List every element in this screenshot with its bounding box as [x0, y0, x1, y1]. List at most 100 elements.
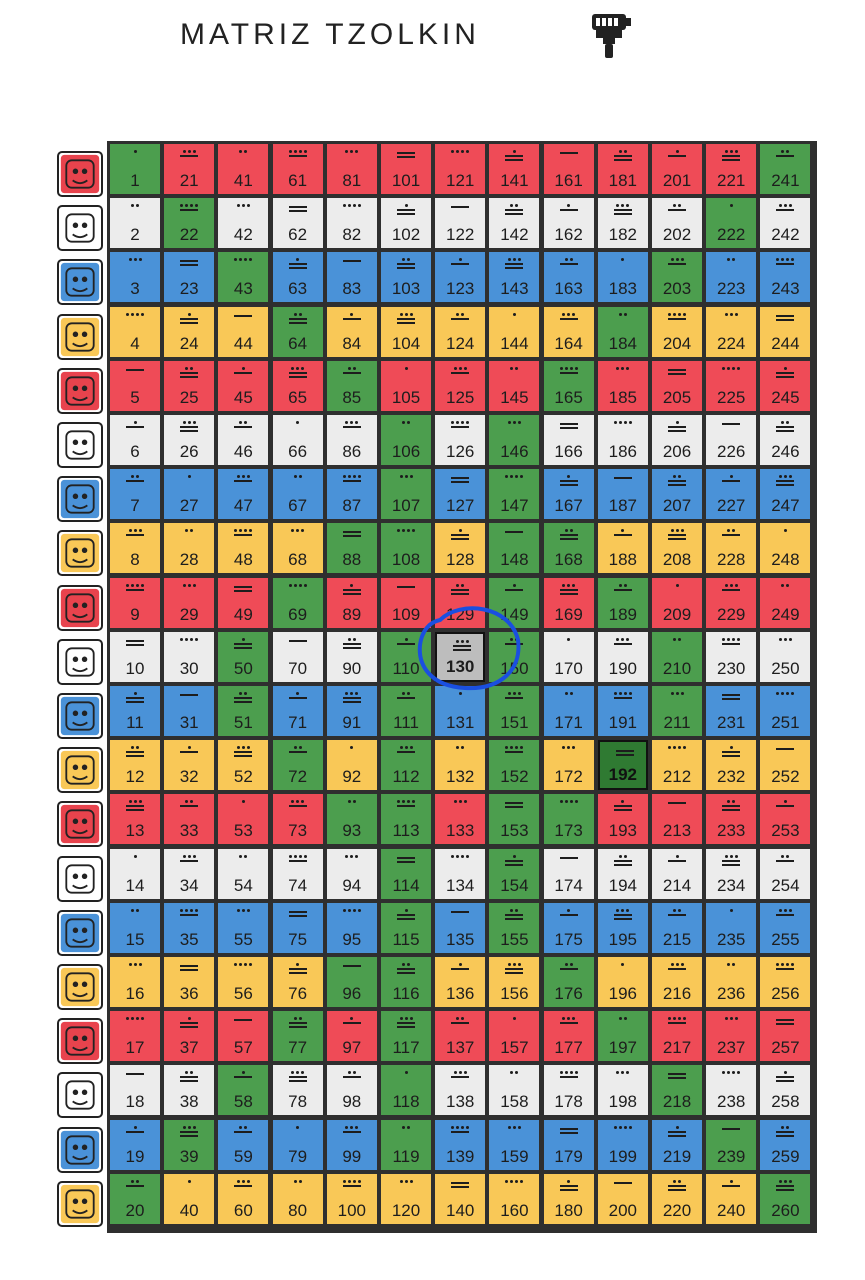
kin-cell[interactable]: 201: [652, 144, 702, 194]
kin-cell[interactable]: 100: [326, 1173, 377, 1224]
kin-cell[interactable]: 139: [435, 1119, 486, 1170]
kin-cell[interactable]: 211: [652, 686, 702, 736]
kin-cell[interactable]: 260: [760, 1173, 811, 1224]
kin-cell[interactable]: 107: [381, 469, 431, 520]
kin-cell[interactable]: 247: [760, 469, 811, 520]
kin-cell[interactable]: 40: [164, 1173, 215, 1224]
kin-cell[interactable]: 182: [597, 198, 648, 249]
kin-cell[interactable]: 171: [543, 686, 594, 736]
kin-cell[interactable]: 8: [110, 523, 160, 574]
kin-cell[interactable]: 184: [597, 306, 648, 357]
kin-cell[interactable]: 65: [272, 360, 323, 411]
kin-cell[interactable]: 251: [760, 686, 811, 736]
kin-cell[interactable]: 98: [326, 1065, 377, 1116]
kin-cell[interactable]: 7: [110, 469, 160, 520]
kin-cell[interactable]: 1: [110, 144, 160, 194]
kin-cell[interactable]: 39: [164, 1119, 215, 1170]
kin-cell[interactable]: 130: [435, 631, 486, 682]
kin-cell[interactable]: 102: [381, 198, 431, 249]
kin-cell[interactable]: 141: [489, 144, 540, 194]
kin-cell[interactable]: 2: [110, 198, 160, 249]
kin-cell[interactable]: 148: [489, 523, 540, 574]
kin-cell[interactable]: 188: [597, 523, 648, 574]
kin-cell[interactable]: 142: [489, 198, 540, 249]
kin-cell[interactable]: 21: [164, 144, 215, 194]
kin-cell[interactable]: 31: [164, 686, 215, 736]
kin-cell[interactable]: 47: [218, 469, 269, 520]
kin-cell[interactable]: 138: [435, 1065, 486, 1116]
kin-cell[interactable]: 153: [489, 794, 540, 845]
kin-cell[interactable]: 86: [326, 415, 377, 465]
kin-cell[interactable]: 4: [110, 306, 160, 357]
kin-cell[interactable]: 259: [760, 1119, 811, 1170]
kin-cell[interactable]: 256: [760, 957, 811, 1007]
kin-cell[interactable]: 82: [326, 198, 377, 249]
kin-cell[interactable]: 235: [706, 902, 757, 953]
kin-cell[interactable]: 117: [381, 1011, 431, 1062]
kin-cell[interactable]: 223: [706, 252, 757, 303]
kin-cell[interactable]: 203: [652, 252, 702, 303]
kin-cell[interactable]: 194: [597, 848, 648, 899]
kin-cell[interactable]: 67: [272, 469, 323, 520]
kin-cell[interactable]: 111: [381, 686, 431, 736]
kin-cell[interactable]: 244: [760, 306, 811, 357]
kin-cell[interactable]: 34: [164, 848, 215, 899]
kin-cell[interactable]: 48: [218, 523, 269, 574]
kin-cell[interactable]: 38: [164, 1065, 215, 1116]
kin-cell[interactable]: 13: [110, 794, 160, 845]
kin-cell[interactable]: 71: [272, 686, 323, 736]
kin-cell[interactable]: 227: [706, 469, 757, 520]
kin-cell[interactable]: 3: [110, 252, 160, 303]
kin-cell[interactable]: 30: [164, 631, 215, 682]
kin-cell[interactable]: 15: [110, 902, 160, 953]
kin-cell[interactable]: 187: [597, 469, 648, 520]
kin-cell[interactable]: 72: [272, 740, 323, 791]
kin-cell[interactable]: 152: [489, 740, 540, 791]
kin-cell[interactable]: 132: [435, 740, 486, 791]
kin-cell[interactable]: 204: [652, 306, 702, 357]
kin-cell[interactable]: 253: [760, 794, 811, 845]
kin-cell[interactable]: 134: [435, 848, 486, 899]
kin-cell[interactable]: 69: [272, 577, 323, 628]
kin-cell[interactable]: 154: [489, 848, 540, 899]
kin-cell[interactable]: 105: [381, 360, 431, 411]
kin-cell[interactable]: 51: [218, 686, 269, 736]
kin-cell[interactable]: 254: [760, 848, 811, 899]
kin-cell[interactable]: 156: [489, 957, 540, 1007]
kin-cell[interactable]: 245: [760, 360, 811, 411]
kin-cell[interactable]: 243: [760, 252, 811, 303]
kin-cell[interactable]: 202: [652, 198, 702, 249]
kin-cell[interactable]: 103: [381, 252, 431, 303]
kin-cell[interactable]: 123: [435, 252, 486, 303]
kin-cell[interactable]: 225: [706, 360, 757, 411]
kin-cell[interactable]: 214: [652, 848, 702, 899]
kin-cell[interactable]: 37: [164, 1011, 215, 1062]
kin-cell[interactable]: 28: [164, 523, 215, 574]
kin-cell[interactable]: 183: [597, 252, 648, 303]
kin-cell[interactable]: 121: [435, 144, 486, 194]
kin-cell[interactable]: 109: [381, 577, 431, 628]
kin-cell[interactable]: 209: [652, 577, 702, 628]
kin-cell[interactable]: 97: [326, 1011, 377, 1062]
kin-cell[interactable]: 94: [326, 848, 377, 899]
kin-cell[interactable]: 218: [652, 1065, 702, 1116]
kin-cell[interactable]: 197: [597, 1011, 648, 1062]
kin-cell[interactable]: 219: [652, 1119, 702, 1170]
kin-cell[interactable]: 26: [164, 415, 215, 465]
kin-cell[interactable]: 46: [218, 415, 269, 465]
kin-cell[interactable]: 150: [489, 631, 540, 682]
kin-cell[interactable]: 162: [543, 198, 594, 249]
kin-cell[interactable]: 12: [110, 740, 160, 791]
kin-cell[interactable]: 56: [218, 957, 269, 1007]
kin-cell[interactable]: 19: [110, 1119, 160, 1170]
kin-cell[interactable]: 257: [760, 1011, 811, 1062]
kin-cell[interactable]: 6: [110, 415, 160, 465]
kin-cell[interactable]: 74: [272, 848, 323, 899]
kin-cell[interactable]: 157: [489, 1011, 540, 1062]
kin-cell[interactable]: 177: [543, 1011, 594, 1062]
kin-cell[interactable]: 207: [652, 469, 702, 520]
kin-cell[interactable]: 230: [706, 631, 757, 682]
kin-cell[interactable]: 113: [381, 794, 431, 845]
kin-cell[interactable]: 63: [272, 252, 323, 303]
kin-cell[interactable]: 140: [435, 1173, 486, 1224]
